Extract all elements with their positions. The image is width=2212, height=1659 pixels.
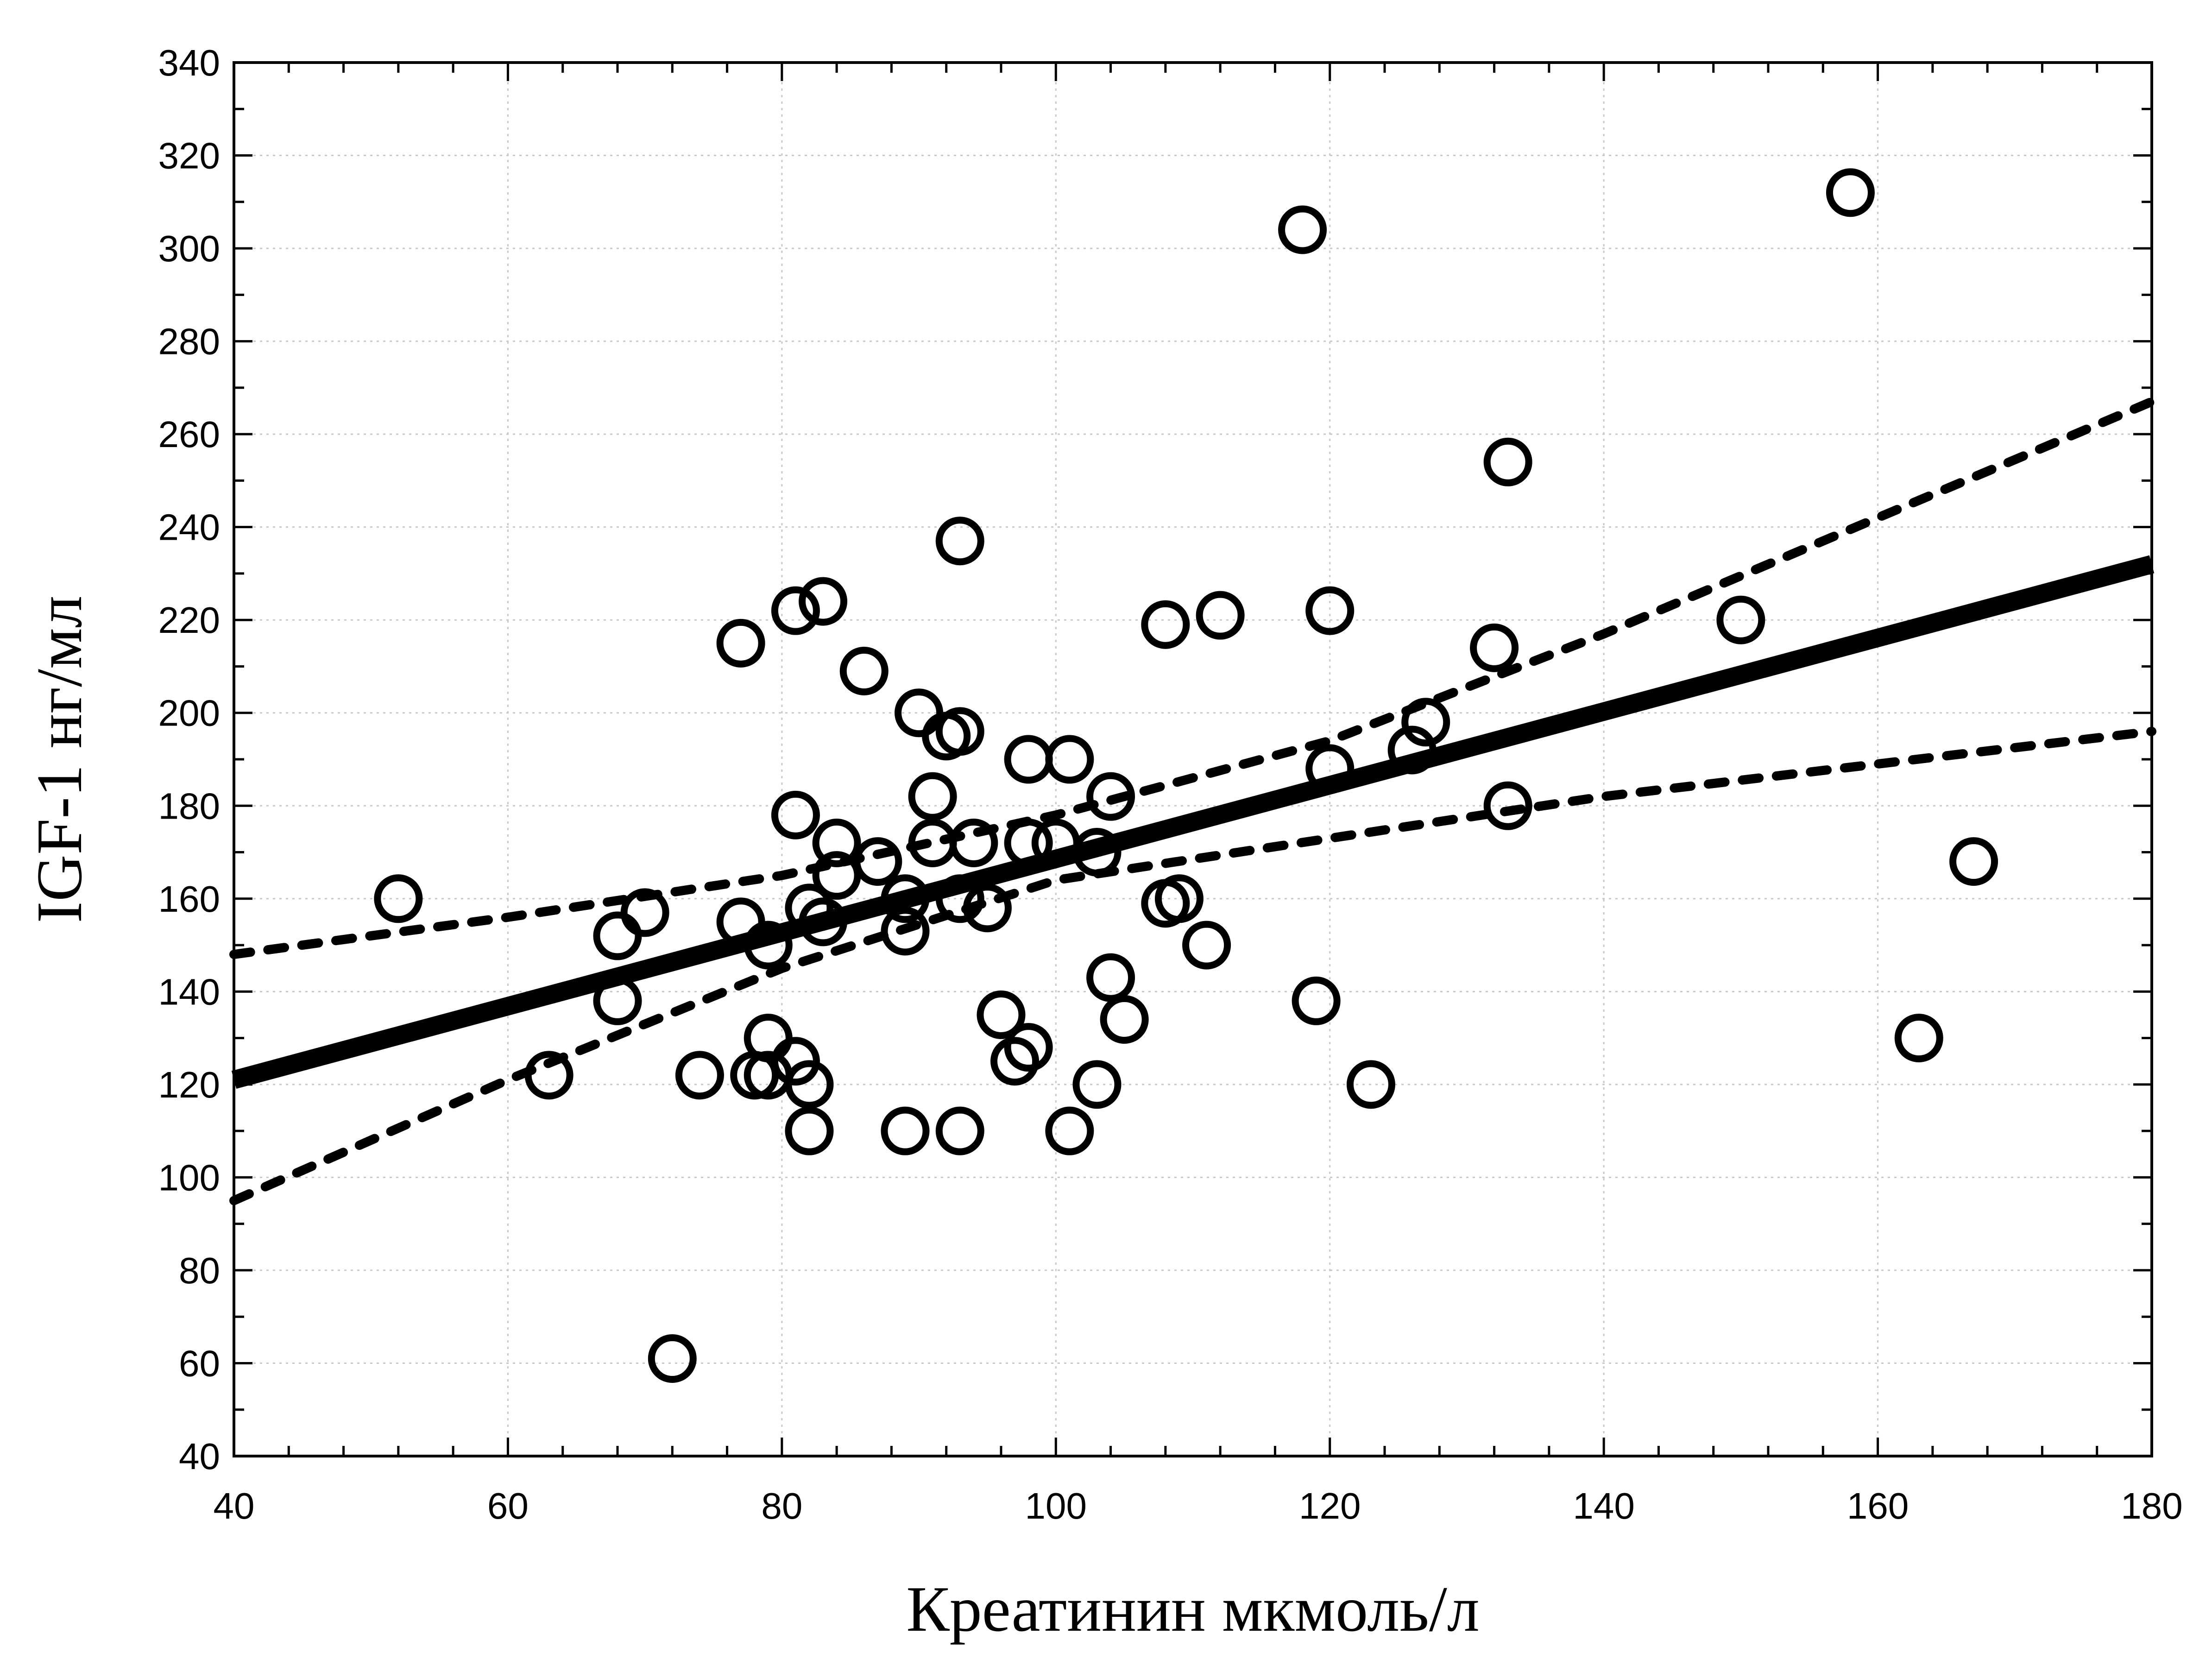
- data-point: [1100, 995, 1149, 1044]
- data-point: [935, 517, 984, 566]
- data-point: [881, 1106, 930, 1155]
- data-point: [1086, 953, 1135, 1002]
- data-point: [648, 1334, 697, 1383]
- y-tick-label: 260: [158, 414, 220, 455]
- data-point: [935, 1106, 984, 1155]
- data-point: [881, 907, 930, 956]
- data-point: [1483, 437, 1532, 486]
- fit-line: [231, 555, 2155, 1089]
- x-tick-label: 120: [1299, 1485, 1361, 1527]
- y-tick-label: 200: [158, 693, 220, 734]
- x-tick-label: 40: [214, 1485, 255, 1527]
- data-point: [1826, 168, 1875, 217]
- data-point: [771, 790, 820, 839]
- y-tick-label: 120: [158, 1064, 220, 1105]
- data-point: [908, 772, 957, 821]
- data-point: [785, 1060, 834, 1109]
- y-tick-label: 240: [158, 507, 220, 548]
- data-point: [1154, 874, 1204, 923]
- data-point: [716, 618, 765, 668]
- y-tick-label: 100: [158, 1157, 220, 1198]
- data-point: [1346, 1060, 1395, 1109]
- data-point: [771, 586, 820, 635]
- data-point: [1196, 591, 1245, 640]
- data-point: [1292, 976, 1341, 1025]
- confidence-bands: [229, 397, 2156, 1205]
- data-point: [853, 837, 902, 886]
- data-point: [949, 818, 998, 867]
- x-tick-label: 60: [487, 1485, 529, 1527]
- regression-line: [231, 555, 2155, 1089]
- data-point: [374, 874, 423, 923]
- y-tick-label: 320: [158, 135, 220, 177]
- x-tick-label: 140: [1573, 1485, 1634, 1527]
- x-axis-title: Креатинин мкмоль/л: [906, 1573, 1479, 1645]
- data-point: [1894, 1014, 1943, 1063]
- data-point: [1470, 623, 1519, 672]
- data-point: [1387, 725, 1437, 775]
- data-point: [593, 976, 642, 1025]
- data-points: [374, 168, 1998, 1383]
- tick-labels: 40 60 80 100 120 140 160 180 40 60 80 100 120 140 160 1…: [158, 42, 2183, 1527]
- data-point: [593, 911, 642, 960]
- data-point: [895, 688, 944, 738]
- ci-lower-line: [229, 726, 2156, 1205]
- y-tick-label: 160: [158, 878, 220, 920]
- ci-upper-line: [229, 397, 2156, 959]
- data-point: [1072, 1060, 1122, 1109]
- data-point: [812, 851, 861, 900]
- y-tick-label: 280: [158, 321, 220, 362]
- y-tick-label: 60: [179, 1343, 220, 1384]
- data-point: [990, 1037, 1040, 1086]
- data-point: [1483, 781, 1532, 830]
- data-point: [1004, 1023, 1053, 1072]
- data-point: [799, 577, 848, 626]
- y-tick-label: 340: [158, 42, 220, 83]
- data-point: [1086, 772, 1135, 821]
- data-point: [1278, 205, 1327, 254]
- x-tick-label: 160: [1847, 1485, 1909, 1527]
- data-point: [744, 921, 793, 970]
- data-point: [1045, 1106, 1094, 1155]
- data-point: [881, 874, 930, 923]
- data-point: [1305, 586, 1355, 635]
- data-point: [1716, 595, 1765, 644]
- data-point: [977, 990, 1026, 1039]
- data-point: [1401, 698, 1450, 747]
- y-tick-label: 180: [158, 785, 220, 826]
- data-point: [1072, 828, 1122, 877]
- data-point: [785, 1106, 834, 1155]
- data-point: [839, 646, 889, 695]
- data-point: [1045, 735, 1094, 784]
- data-point: [785, 883, 834, 933]
- data-point: [1305, 744, 1355, 793]
- data-point: [620, 888, 669, 937]
- data-point: [675, 1051, 724, 1100]
- data-point: [812, 818, 861, 867]
- data-point: [1949, 837, 1998, 886]
- data-point: [935, 874, 984, 923]
- data-point: [524, 1051, 573, 1100]
- y-tick-label: 140: [158, 971, 220, 1012]
- y-tick-label: 80: [179, 1250, 220, 1291]
- x-tick-label: 80: [761, 1485, 802, 1527]
- y-tick-label: 40: [179, 1436, 220, 1477]
- plot-frame: [233, 61, 2153, 1457]
- data-point: [1004, 735, 1053, 784]
- x-tick-label: 100: [1025, 1485, 1087, 1527]
- x-tick-label: 180: [2121, 1485, 2182, 1527]
- grid-lines: [234, 63, 2152, 1456]
- data-point: [963, 883, 1012, 933]
- axis-ticks: [233, 61, 2153, 1457]
- y-tick-label: 220: [158, 599, 220, 641]
- y-tick-label: 300: [158, 228, 220, 269]
- data-point: [1004, 818, 1053, 867]
- data-point: [799, 897, 848, 946]
- y-axis-title: IGF-1 нг/мл: [24, 596, 95, 923]
- data-point: [1141, 600, 1190, 649]
- data-point: [1182, 921, 1231, 970]
- data-point: [935, 707, 984, 756]
